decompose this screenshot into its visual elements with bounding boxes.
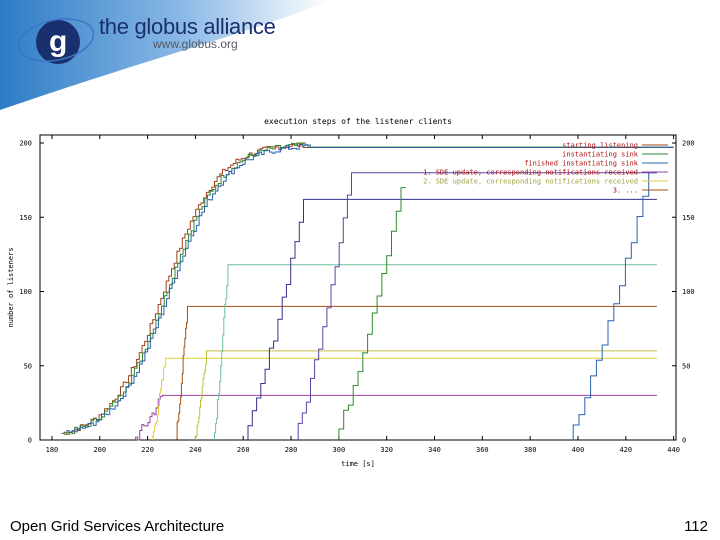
x-tick-label: 280 [285,446,298,454]
header-swoosh [0,0,330,110]
step-series-line [194,350,657,440]
x-tick-label: 240 [189,446,202,454]
x-tick-label: 200 [93,446,106,454]
y-tick-label: 50 [24,362,32,370]
series-line [61,142,674,435]
step-series-line [247,198,657,440]
header-banner: g [0,0,330,110]
logo-url: www.globus.org [153,37,238,51]
step-series-line [338,187,406,440]
legend-label: 2. SDE update, corresponding notificatio… [423,178,638,186]
legend-label: finished instantiating sink [524,160,639,168]
legend-label: 1. SDE update, corresponding notificatio… [423,169,638,177]
y-tick-label-right: 100 [682,288,695,296]
legend-label: instantiating sink [562,151,639,159]
y-tick-label: 100 [19,288,32,296]
x-tick-label: 420 [619,446,632,454]
step-series-line [151,357,657,440]
y-tick-label-right: 50 [682,362,690,370]
y-axis-label: number of listeners [7,247,15,327]
x-tick-label: 400 [572,446,585,454]
legend-label: starting listening [562,142,638,150]
series-line [63,142,674,435]
y-tick-label: 0 [28,437,32,445]
footer-title: Open Grid Services Architecture [10,518,225,535]
step-series-line [214,264,657,440]
y-tick-label-right: 150 [682,214,695,222]
step-series-line [135,394,657,441]
step-series-line [297,172,657,440]
chart-title: execution steps of the listener clients [264,117,452,126]
y-tick-label: 150 [19,214,32,222]
logo-text: the globus alliance [99,14,276,39]
chart: execution steps of the listener clients t… [7,117,695,468]
x-axis-label: time [s] [341,460,375,468]
x-tick-label: 380 [524,446,537,454]
y-tick-label-right: 0 [682,437,686,445]
x-tick-label: 320 [380,446,393,454]
x-tick-label: 260 [237,446,250,454]
x-tick-label: 220 [141,446,154,454]
globus-logo-icon: g [17,18,95,64]
x-tick-label: 300 [333,446,346,454]
step-series-line [572,172,657,440]
series-line [66,144,674,433]
y-tick-label-right: 200 [682,140,695,148]
y-tick-label: 200 [19,140,32,148]
x-tick-label: 440 [667,446,680,454]
x-tick-label: 180 [46,446,59,454]
plot-frame [39,134,677,441]
legend-label: 3. ... [613,187,638,195]
step-series-line [175,305,657,440]
page-number: 112 [684,518,708,535]
logo-letter: g [49,25,67,58]
x-tick-label: 340 [428,446,441,454]
x-tick-label: 360 [476,446,489,454]
